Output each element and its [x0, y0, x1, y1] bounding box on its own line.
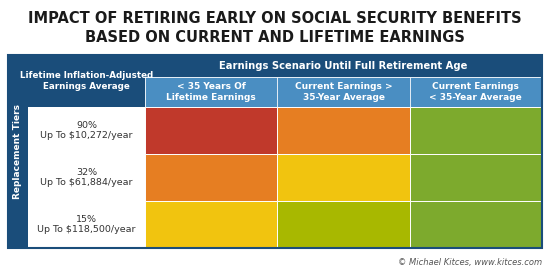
Text: Lifetime Inflation-Adjusted
Earnings Average: Lifetime Inflation-Adjusted Earnings Ave…: [20, 71, 153, 91]
Text: 32%
Up To $61,884/year: 32% Up To $61,884/year: [40, 168, 133, 187]
Bar: [277, 107, 410, 154]
Text: Earnings Scenario Until Full Retirement Age: Earnings Scenario Until Full Retirement …: [219, 61, 468, 71]
Text: IMPACT OF RETIRING EARLY ON SOCIAL SECURITY BENEFITS
BASED ON CURRENT AND LIFETI: IMPACT OF RETIRING EARLY ON SOCIAL SECUR…: [28, 11, 522, 45]
Bar: [28, 107, 145, 154]
Bar: [277, 77, 410, 107]
Bar: [277, 154, 410, 201]
Bar: [277, 201, 410, 248]
Bar: [28, 154, 145, 201]
Bar: [410, 107, 542, 154]
Text: © Michael Kitces, www.kitces.com: © Michael Kitces, www.kitces.com: [398, 258, 542, 266]
Bar: [28, 55, 145, 107]
Bar: [145, 201, 277, 248]
Text: < 35 Years Of
Lifetime Earnings: < 35 Years Of Lifetime Earnings: [166, 82, 256, 102]
Bar: [145, 55, 542, 77]
Text: Current Earnings >
35-Year Average: Current Earnings > 35-Year Average: [295, 82, 392, 102]
Bar: [145, 154, 277, 201]
Text: 15%
Up To $118,500/year: 15% Up To $118,500/year: [37, 215, 136, 234]
Bar: [145, 77, 277, 107]
Bar: [410, 201, 542, 248]
Bar: [410, 77, 542, 107]
Bar: [145, 107, 277, 154]
Text: Current Earnings
< 35-Year Average: Current Earnings < 35-Year Average: [430, 82, 522, 102]
Bar: [8, 55, 28, 248]
Bar: [28, 201, 145, 248]
Bar: [410, 154, 542, 201]
Text: 90%
Up To $10,272/year: 90% Up To $10,272/year: [40, 121, 133, 140]
Bar: [8, 55, 542, 248]
Text: Replacement Tiers: Replacement Tiers: [14, 104, 23, 199]
